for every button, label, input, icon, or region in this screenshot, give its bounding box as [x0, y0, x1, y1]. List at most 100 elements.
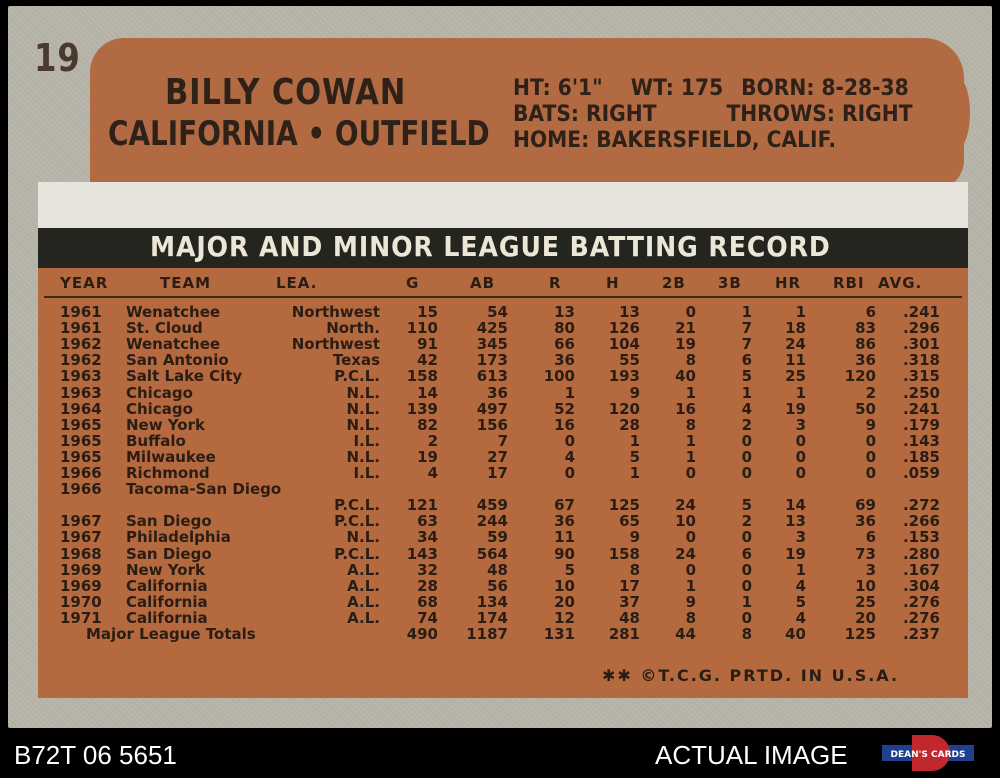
- table-cell: 9: [685, 592, 696, 611]
- table-cell: 120: [844, 367, 876, 386]
- column-header: 3B: [718, 274, 742, 292]
- table-cell: 82: [417, 415, 438, 434]
- table-cell: 2: [427, 431, 438, 450]
- table-cell: 1187: [466, 625, 508, 643]
- table-cell: 65: [619, 512, 640, 531]
- table-cell: 125: [844, 625, 876, 643]
- table-cell: 20: [855, 608, 876, 627]
- table-cell: .241: [902, 399, 940, 418]
- table-cell: 34: [417, 528, 438, 547]
- table-cell: Chicago: [126, 383, 193, 402]
- table-cell: .272: [902, 496, 940, 515]
- section-title: MAJOR AND MINOR LEAGUE BATTING RECORD: [150, 230, 831, 263]
- table-cell: 0: [741, 431, 752, 450]
- copyright-footer: ✱✱ ©T.C.G. PRTD. IN U.S.A.: [602, 666, 900, 685]
- table-cell: .153: [902, 528, 940, 547]
- column-header: YEAR: [60, 274, 109, 292]
- table-cell: 3: [795, 415, 806, 434]
- table-cell: .179: [902, 415, 940, 434]
- table-row: 1970 California A.L. 68 134 20 37 9 1 5 25 .276: [0, 592, 1000, 611]
- table-cell: 1961: [60, 303, 102, 321]
- table-cell: 7: [741, 335, 752, 354]
- table-cell: 27: [487, 447, 508, 466]
- table-cell: 7: [741, 319, 752, 338]
- table-cell: San Antonio: [126, 351, 229, 370]
- table-cell: 459: [476, 496, 508, 515]
- player-header-panel: [90, 38, 970, 190]
- table-cell: 564: [476, 544, 508, 563]
- table-cell: 8: [685, 415, 696, 434]
- table-cell: 28: [619, 415, 640, 434]
- column-header: G: [406, 274, 420, 292]
- table-cell: 1964: [60, 399, 102, 418]
- column-header: TEAM: [160, 274, 212, 292]
- table-cell: N.L.: [346, 415, 380, 434]
- bio-home: HOME: BAKERSFIELD, CALIF.: [513, 128, 837, 153]
- table-cell: N.L.: [346, 528, 380, 547]
- table-cell: 19: [785, 399, 806, 418]
- table-cell: 11: [554, 528, 575, 547]
- table-cell: 5: [741, 367, 752, 386]
- table-cell: 74: [417, 608, 438, 627]
- table-cell: 100: [543, 367, 575, 386]
- table-cell: Chicago: [126, 399, 193, 418]
- table-cell: 1971: [60, 608, 102, 627]
- table-cell: A.L.: [347, 592, 380, 611]
- table-cell: 6: [741, 351, 752, 370]
- table-cell: 143: [406, 544, 438, 563]
- table-row: 1961 Wenatchee Northwest 15 54 13 13 0 1 1 6 .241: [0, 303, 1000, 321]
- table-cell: 42: [417, 351, 438, 370]
- table-cell: 0: [741, 528, 752, 547]
- table-cell: 2: [741, 512, 752, 531]
- table-cell: 120: [608, 399, 640, 418]
- table-cell: 13: [554, 303, 575, 321]
- table-cell: A.L.: [347, 560, 380, 579]
- table-cell: 9: [865, 415, 876, 434]
- table-cell: .280: [902, 544, 940, 563]
- table-cell: 1: [795, 560, 806, 579]
- table-cell: 1962: [60, 351, 102, 370]
- table-cell: Tacoma-San Diego: [126, 480, 282, 499]
- table-cell: 1966: [60, 464, 102, 482]
- table-cell: 25: [785, 367, 806, 386]
- table-cell: N.L.: [346, 383, 380, 402]
- table-row: 1965 New York N.L. 82 156 16 28 8 2 3 9.179: [0, 415, 1000, 434]
- table-cell: St. Cloud: [126, 319, 203, 338]
- table-row: 1969 New York A.L. 32 48 5 8 0 0 1 3 .167: [0, 560, 1000, 579]
- table-row: 1962 Wenatchee Northwest 91 345 66 104 19 7 24 86.…: [0, 335, 1000, 354]
- table-cell: 125: [608, 496, 640, 515]
- table-cell: 1967: [60, 528, 102, 547]
- table-cell: 244: [476, 512, 508, 531]
- table-cell: Texas: [332, 351, 380, 370]
- table-cell: 174: [476, 608, 508, 627]
- table-cell: 5: [629, 447, 640, 466]
- table-cell: 0: [741, 608, 752, 627]
- table-cell: 1: [795, 303, 806, 321]
- table-row: 1966 Richmond I.L. 4 17 0 1 0 0 0 0 .059: [0, 464, 1000, 482]
- table-cell: 8: [685, 608, 696, 627]
- table-cell: 490: [406, 625, 438, 643]
- table-cell: 121: [406, 496, 438, 515]
- table-cell: .276: [902, 608, 940, 627]
- table-cell: .304: [902, 576, 940, 595]
- table-cell: 1: [741, 592, 752, 611]
- table-cell: Wenatchee: [126, 335, 221, 354]
- table-cell: 91: [417, 335, 438, 354]
- table-cell: 126: [608, 319, 640, 338]
- table-cell: California: [126, 592, 208, 611]
- table-cell: 158: [608, 544, 640, 563]
- table-cell: 1970: [60, 592, 102, 611]
- table-row: 1962 San Antonio Texas 42 173 36 55 8 6 11 36 .318: [0, 351, 1000, 370]
- table-cell: 24: [785, 335, 806, 354]
- table-cell: 0: [795, 431, 806, 450]
- table-cell: 0: [564, 464, 575, 482]
- table-cell: California: [126, 576, 208, 595]
- table-cell: .241: [902, 303, 940, 321]
- table-row: Major League Totals 490 1187 131 281 44 8 40 125…: [0, 625, 1000, 643]
- table-cell: 1965: [60, 447, 102, 466]
- table-cell: 6: [865, 528, 876, 547]
- table-cell: 25: [855, 592, 876, 611]
- table-cell: 6: [865, 303, 876, 321]
- table-cell: 19: [675, 335, 696, 354]
- table-cell: 1963: [60, 383, 102, 402]
